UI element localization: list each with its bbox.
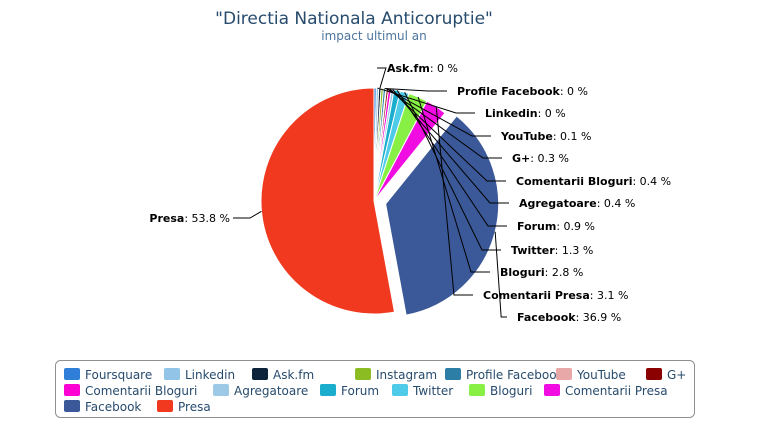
pie-slice-presa[interactable] <box>260 87 396 315</box>
legend-swatch-foursquare <box>64 368 80 380</box>
legend-swatch-comentarii-bloguri <box>64 384 80 396</box>
data-label-bloguri: Bloguri: 2.8 % <box>500 266 583 279</box>
legend-label-facebook: Facebook <box>85 400 141 414</box>
data-label-profile-facebook: Profile Facebook: 0 % <box>457 85 588 98</box>
leader-agregatoare <box>392 89 509 204</box>
legend-item-twitter[interactable]: Twitter <box>392 384 453 398</box>
legend-item-youtube[interactable]: YouTube <box>556 368 626 382</box>
legend-item-foursquare[interactable]: Foursquare <box>64 368 152 382</box>
legend-item-linkedin[interactable]: Linkedin <box>164 368 235 382</box>
legend-label-ask-fm: Ask.fm <box>273 368 314 382</box>
leader-comentarii-bloguri <box>389 88 506 182</box>
legend-swatch-g <box>646 368 662 380</box>
data-label-agregatoare: Agregatoare: 0.4 % <box>519 197 635 210</box>
legend-items: Foursquare Linkedin Ask.fm Instagram Profile… <box>64 368 686 414</box>
leader-presa <box>233 210 262 219</box>
legend-item-instagram[interactable]: Instagram <box>355 368 437 382</box>
legend-item-facebook[interactable]: Facebook <box>64 400 141 414</box>
data-label-ask-fm: Ask.fm: 0 % <box>387 62 458 75</box>
legend-label-g: G+ <box>667 368 686 382</box>
legend-swatch-presa <box>157 400 173 412</box>
data-label-youtube: YouTube: 0.1 % <box>500 130 591 143</box>
data-label-twitter: Twitter: 1.3 % <box>511 244 593 257</box>
legend-item-presa[interactable]: Presa <box>157 400 211 414</box>
leader-ask-fm <box>377 67 387 89</box>
leader-youtube <box>385 88 491 137</box>
legend-label-bloguri: Bloguri <box>490 384 532 398</box>
leader-linkedin <box>377 87 475 114</box>
legend-swatch-instagram <box>355 368 371 380</box>
data-label-linkedin: Linkedin: 0 % <box>485 107 566 120</box>
legend-swatch-facebook <box>64 400 80 412</box>
legend-item-g[interactable]: G+ <box>646 368 686 382</box>
leader-bloguri <box>417 96 490 273</box>
legend-swatch-twitter <box>392 384 408 396</box>
legend-label-profile-facebook: Profile Facebook <box>466 368 564 382</box>
legend-item-ask-fm[interactable]: Ask.fm <box>252 368 314 382</box>
legend-swatch-forum <box>320 384 336 396</box>
data-label-facebook: Facebook: 36.9 % <box>517 311 621 324</box>
legend-label-presa: Presa <box>178 400 211 414</box>
legend-label-linkedin: Linkedin <box>185 368 235 382</box>
leader-facebook <box>494 231 507 318</box>
chart-title: "Directia Nationala Anticoruptie" <box>215 9 493 29</box>
data-label-g: G+: 0.3 % <box>512 152 569 165</box>
legend-label-foursquare: Foursquare <box>85 368 152 382</box>
legend-label-comentarii-presa: Comentarii Presa <box>565 384 668 398</box>
legend-item-bloguri[interactable]: Bloguri <box>469 384 532 398</box>
leader-twitter <box>404 92 501 251</box>
legend-swatch-profile-facebook <box>445 368 461 380</box>
legend-label-comentarii-bloguri: Comentarii Bloguri <box>85 384 197 398</box>
legend-swatch-bloguri <box>469 384 485 396</box>
legend-label-youtube: YouTube <box>576 368 626 382</box>
legend-item-comentarii-bloguri[interactable]: Comentarii Bloguri <box>64 384 197 398</box>
legend-item-forum[interactable]: Forum <box>320 384 379 398</box>
chart-subtitle: impact ultimul an <box>321 29 427 43</box>
legend-frame <box>55 360 695 418</box>
legend-item-agregatoare[interactable]: Agregatoare <box>213 384 308 398</box>
legend-label-instagram: Instagram <box>376 368 437 382</box>
data-label-comentarii-bloguri: Comentarii Bloguri: 0.4 % <box>516 175 671 188</box>
legend-label-agregatoare: Agregatoare <box>234 384 308 398</box>
legend-label-twitter: Twitter <box>412 384 453 398</box>
legend-swatch-agregatoare <box>213 384 229 396</box>
data-label-presa: Presa: 53.8 % <box>149 212 230 225</box>
legend-swatch-youtube <box>556 368 572 380</box>
legend-swatch-linkedin <box>164 368 180 380</box>
label-leaders <box>233 67 509 318</box>
leader-forum <box>396 90 507 227</box>
data-label-comentarii-presa: Comentarii Presa: 3.1 % <box>483 289 628 302</box>
legend-swatch-ask-fm <box>252 368 268 380</box>
legend-swatch-comentarii-presa <box>544 384 560 396</box>
legend: Foursquare Linkedin Ask.fm Instagram Profile… <box>55 360 695 418</box>
legend-label-forum: Forum <box>341 384 379 398</box>
leader-profile-facebook <box>384 88 447 92</box>
leader-g <box>387 88 502 159</box>
legend-item-comentarii-presa[interactable]: Comentarii Presa <box>544 384 668 398</box>
pie-slices <box>260 87 500 316</box>
legend-item-profile-facebook[interactable]: Profile Facebook <box>445 368 564 382</box>
data-labels: Linkedin: 0 % Ask.fm: 0 % Profile Facebook… <box>149 62 671 324</box>
data-label-forum: Forum: 0.9 % <box>517 220 595 233</box>
leader-comentarii-presa <box>435 106 473 296</box>
